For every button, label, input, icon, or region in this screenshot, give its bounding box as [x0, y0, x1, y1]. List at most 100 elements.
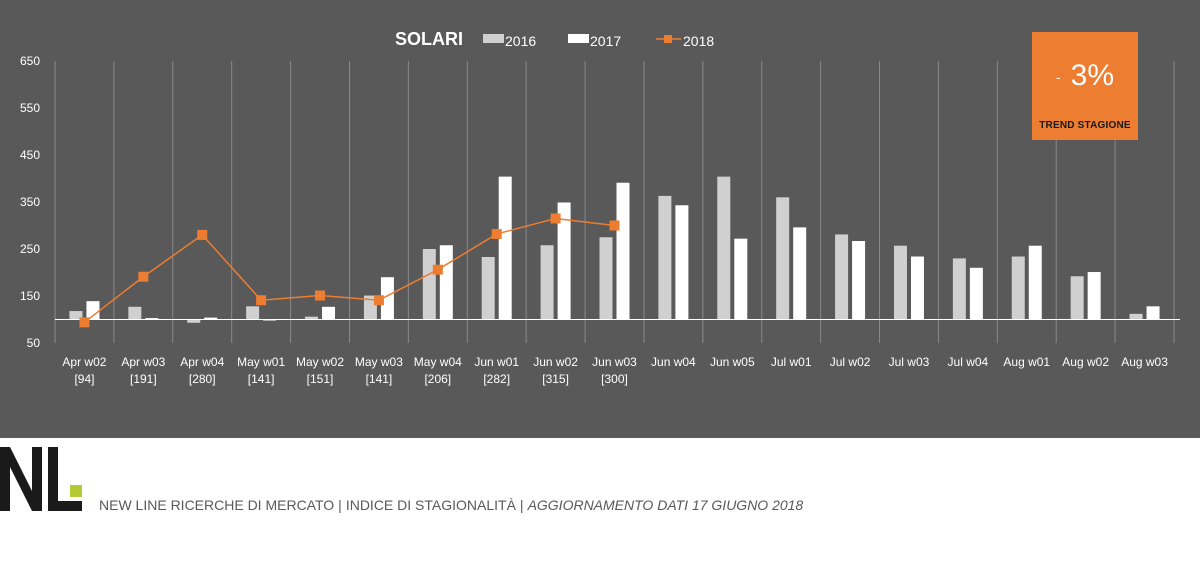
bar-2017	[557, 202, 571, 320]
bar-2017	[204, 317, 218, 320]
bar-2016	[246, 306, 260, 320]
marker-2018	[550, 213, 561, 224]
trend-box: -3% TREND STAGIONE	[1032, 32, 1138, 140]
bar-2017	[1146, 306, 1160, 320]
x-tick-label: Jun w04	[651, 355, 696, 369]
x-tick-sublabel: [280]	[189, 372, 216, 386]
legend-marker-2018	[664, 35, 672, 43]
bar-2016	[717, 176, 731, 320]
chart-panel: 50 150 250 350 450 550 650 Apr w02 [94] Apr w03 [1…	[0, 0, 1200, 438]
y-tick-label: 50	[27, 336, 41, 350]
x-tick-label: Jun w02	[533, 355, 578, 369]
footer-text: NEW LINE RICERCHE DI MERCATO | INDICE DI S…	[99, 497, 804, 513]
bar-2016	[481, 256, 495, 320]
bar-2016	[1011, 256, 1025, 320]
x-tick-sublabel: [94]	[74, 372, 94, 386]
bar-2017	[322, 306, 336, 320]
bar-2017	[86, 301, 100, 320]
footer-company: NEW LINE RICERCHE DI MERCATO	[99, 497, 335, 513]
bar-2016	[599, 237, 613, 320]
bar-2016	[540, 245, 554, 320]
y-tick-label: 450	[20, 148, 40, 162]
bar-2017	[380, 277, 394, 320]
bar-2017	[145, 318, 159, 320]
x-tick-label: Aug w02	[1062, 355, 1109, 369]
x-tick-sublabel: [315]	[542, 372, 569, 386]
bar-2017	[616, 182, 630, 320]
x-tick-label: Jun w01	[474, 355, 519, 369]
chart-svg: 50 150 250 350 450 550 650 Apr w02 [94] Apr w03 [1…	[20, 29, 1180, 386]
bar-2016	[363, 295, 377, 320]
legend-swatch-2016	[483, 34, 504, 43]
x-tick-label: Jul w02	[830, 355, 871, 369]
bar-2016	[128, 306, 142, 320]
x-tick-sublabel: [141]	[366, 372, 393, 386]
chart-title: SOLARI	[395, 29, 463, 49]
x-tick-label: May w01	[237, 355, 285, 369]
x-tick-label: May w02	[296, 355, 344, 369]
x-tick-label: Jul w03	[889, 355, 930, 369]
legend-label-2017: 2017	[590, 33, 621, 49]
bar-2016	[893, 245, 907, 320]
marker-2018	[79, 317, 90, 328]
x-tick-sublabel: [191]	[130, 372, 157, 386]
bar-2016	[187, 319, 201, 323]
y-tick-label: 550	[20, 101, 40, 115]
bar-2017	[852, 241, 866, 320]
bar-2016	[69, 311, 83, 320]
marker-2018	[138, 271, 149, 282]
new-line-logo	[0, 447, 82, 511]
marker-2018	[491, 228, 502, 239]
x-tick-label: May w03	[355, 355, 403, 369]
marker-2018	[373, 295, 384, 306]
y-tick-label: 650	[20, 54, 40, 68]
bar-2017	[910, 256, 924, 320]
logo-letter-l	[48, 447, 82, 511]
bar-2017	[498, 176, 512, 320]
x-tick-label: Jun w03	[592, 355, 637, 369]
x-tick-label: Jul w01	[771, 355, 812, 369]
x-tick-label: May w04	[414, 355, 462, 369]
marker-2018	[315, 290, 326, 301]
x-tick-sublabel: [300]	[601, 372, 628, 386]
logo-letter-n	[0, 447, 42, 511]
x-tick-label: Jul w04	[948, 355, 989, 369]
line-2018	[83, 217, 615, 323]
y-tick-label: 250	[20, 242, 40, 256]
bar-2016	[422, 249, 436, 320]
marker-2018	[432, 264, 443, 275]
y-tick-label: 150	[20, 289, 40, 303]
bar-2016	[305, 316, 319, 320]
bar-2016	[1129, 313, 1143, 320]
footer-index: INDICE DI STAGIONALITÀ	[345, 497, 516, 513]
x-tick-label: Apr w04	[180, 355, 224, 369]
x-tick-label: Aug w01	[1003, 355, 1050, 369]
bar-2016	[776, 197, 790, 320]
legend-swatch-2017	[568, 34, 589, 43]
bar-2017	[1087, 272, 1101, 320]
legend-label-2018: 2018	[683, 33, 714, 49]
x-tick-sublabel: [151]	[307, 372, 334, 386]
marker-2018	[256, 295, 267, 306]
x-tick-label: Apr w03	[121, 355, 165, 369]
legend-label-2016: 2016	[505, 33, 536, 49]
marker-2018	[609, 220, 620, 231]
x-tick-sublabel: [141]	[248, 372, 275, 386]
footer-update: AGGIORNAMENTO DATI 17 GIUGNO 2018	[527, 497, 804, 513]
bar-2016	[658, 195, 672, 320]
bar-2016	[835, 234, 849, 320]
bar-2017	[734, 238, 748, 320]
bar-2016	[952, 258, 966, 320]
trend-percent: 3%	[1070, 59, 1115, 92]
x-tick-label: Jun w05	[710, 355, 755, 369]
bar-2017	[969, 267, 983, 320]
bar-2016	[1070, 276, 1084, 320]
x-tick-label: Aug w03	[1121, 355, 1168, 369]
trend-value: -3%	[1032, 58, 1138, 95]
y-tick-label: 350	[20, 195, 40, 209]
trend-sign: -	[1055, 69, 1061, 86]
x-tick-sublabel: [206]	[424, 372, 451, 386]
x-tick-label: Apr w02	[62, 355, 106, 369]
bar-2017	[439, 245, 453, 320]
x-tick-sublabel: [282]	[483, 372, 510, 386]
